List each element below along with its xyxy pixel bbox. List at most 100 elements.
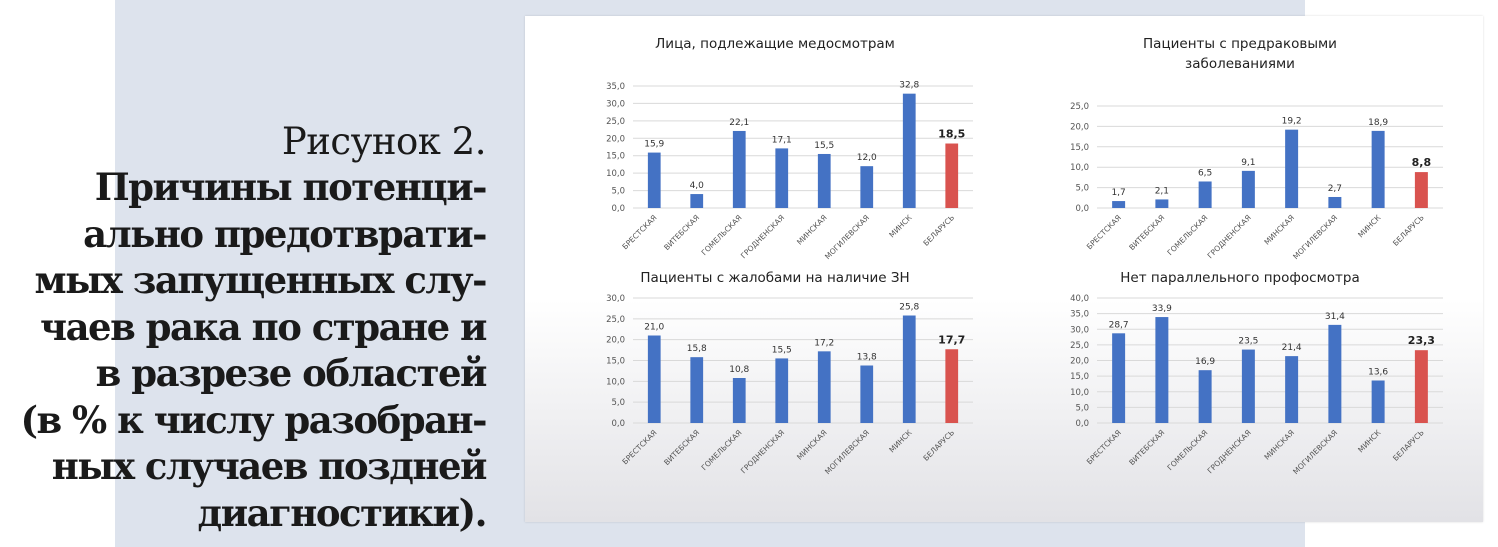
x-tick-label: МОГИЛЕВСКАЯ [823, 213, 871, 261]
x-tick-label: ВИТЕБСКАЯ [1127, 428, 1166, 467]
bar [1414, 172, 1428, 208]
chart-plot: 0,0 5,0 10,0 15,0 20,0 25,0 1,7 БРЕСТСКАЯ 2,1 ВИТ… [1070, 102, 1443, 261]
bar [860, 166, 874, 208]
caption-label: Рисунок 2. [281, 120, 487, 163]
data-label: 23,5 [1238, 337, 1258, 347]
caption-title-line: диагностики). [197, 490, 488, 535]
data-label: 13,8 [857, 353, 877, 363]
bar [817, 351, 831, 423]
data-label: 10,8 [729, 365, 749, 375]
data-label: 31,4 [1325, 312, 1345, 322]
chart-title: Лица, подлежащие медосмотрам [565, 34, 985, 54]
bar [945, 349, 959, 423]
y-tick-label: 35,0 [606, 82, 625, 92]
caption-title-line: (в % к числу разобран- [20, 397, 487, 442]
bar [1328, 324, 1342, 423]
bar [1155, 199, 1169, 208]
bar [1241, 170, 1255, 208]
y-tick-label: 0,0 [1075, 419, 1089, 429]
bar [1198, 181, 1212, 208]
y-tick-label: 5,0 [611, 187, 625, 197]
data-label: 33,9 [1152, 304, 1172, 314]
x-tick-label: ГОМЕЛЬСКАЯ [700, 428, 744, 472]
chart-plot: 0,0 5,0 10,0 15,0 20,0 25,0 30,0 21,0 БРЕСТСКАЯ 1… [606, 294, 973, 476]
bar [690, 194, 704, 208]
x-tick-label: МИНСКАЯ [795, 213, 829, 247]
data-label: 17,7 [938, 333, 965, 346]
data-label: 15,5 [814, 141, 834, 151]
y-tick-label: 30,0 [606, 99, 625, 109]
bar [647, 335, 661, 423]
data-label: 4,0 [690, 181, 705, 191]
data-label: 9,1 [1241, 158, 1255, 168]
x-tick-label: ГРОДНЕНСКАЯ [739, 213, 786, 260]
bar [902, 93, 916, 208]
y-tick-label: 20,0 [606, 134, 625, 144]
y-tick-label: 0,0 [611, 204, 625, 214]
chart-title: Нет параллельного профосмотра [1025, 268, 1455, 288]
caption-title-line: ных случаев поздней [51, 444, 488, 488]
bar [775, 148, 789, 208]
figure-caption: Рисунок 2. Причины потенци- ально предот… [10, 120, 488, 536]
x-tick-label: МИНСК [1356, 213, 1383, 240]
chart-title-line: заболеваниями [1185, 56, 1295, 72]
data-label: 25,8 [899, 303, 919, 313]
y-tick-label: 5,0 [1075, 184, 1089, 194]
x-tick-label: ГОМЕЛЬСКАЯ [1165, 213, 1209, 257]
x-tick-label: ГРОДНЕНСКАЯ [1206, 428, 1253, 475]
caption-title-line: мых запущенных слу- [34, 258, 488, 302]
chart-no-parallel-exam: Нет параллельного профосмотра 0,0 5,0 10,0… [1025, 268, 1455, 508]
y-tick-label: 5,0 [611, 398, 625, 408]
caption-title-line: в разрезе областей [95, 351, 488, 395]
y-tick-label: 10,0 [1070, 163, 1089, 173]
y-tick-label: 0,0 [611, 419, 625, 429]
x-tick-label: БЕЛАРУСЬ [921, 213, 956, 248]
x-tick-label: БРЕСТСКАЯ [620, 428, 658, 466]
caption-title-line: ально предотврати- [83, 211, 487, 256]
x-tick-label: ГРОДНЕНСКАЯ [1206, 213, 1253, 260]
y-tick-label: 10,0 [1070, 388, 1089, 398]
bar [1285, 129, 1299, 208]
data-label: 21,4 [1282, 343, 1302, 353]
data-label: 17,1 [772, 135, 792, 145]
x-tick-label: ГРОДНЕНСКАЯ [739, 428, 786, 475]
bar [690, 357, 704, 423]
bar [775, 358, 789, 423]
data-label: 1,7 [1111, 188, 1125, 198]
y-tick-label: 25,0 [606, 315, 625, 325]
data-label: 12,0 [857, 153, 877, 163]
y-tick-label: 15,0 [606, 357, 625, 367]
data-label: 28,7 [1109, 320, 1129, 330]
chart-title-line: Нет параллельного профосмотра [1120, 270, 1360, 286]
data-label: 15,9 [644, 140, 664, 150]
caption-title-line: Причины потенци- [94, 165, 488, 209]
y-tick-label: 15,0 [606, 152, 625, 162]
x-tick-label: БЕЛАРУСЬ [921, 428, 956, 463]
bar [817, 153, 831, 208]
bar [732, 378, 746, 423]
bar [1155, 317, 1169, 423]
bar [1241, 349, 1255, 423]
x-tick-label: МОГИЛЕВСКАЯ [1291, 213, 1339, 261]
bar [1112, 201, 1126, 208]
data-label: 23,3 [1408, 334, 1435, 347]
y-tick-label: 25,0 [1070, 341, 1089, 351]
caption-title: Причины потенци- ально предотврати- мых … [10, 164, 488, 536]
x-tick-label: БРЕСТСКАЯ [1085, 428, 1123, 466]
x-tick-label: БЕЛАРУСЬ [1391, 428, 1426, 463]
x-tick-label: БРЕСТСКАЯ [1085, 213, 1123, 251]
data-label: 21,0 [644, 323, 664, 333]
x-tick-label: БЕЛАРУСЬ [1391, 213, 1426, 248]
bar [902, 315, 916, 423]
bar [1112, 333, 1126, 423]
y-tick-label: 25,0 [606, 117, 625, 127]
y-tick-label: 0,0 [1075, 204, 1089, 214]
data-label: 6,5 [1198, 168, 1212, 178]
chart-title: Пациенты с жалобами на наличие ЗН [565, 268, 985, 288]
x-tick-label: МИНСК [1356, 428, 1383, 455]
charts-screenshot: Лица, подлежащие медосмотрам 0,0 5,0 10,0 1… [525, 16, 1483, 522]
chart-complaints: Пациенты с жалобами на наличие ЗН 0,0 5,0… [565, 268, 985, 508]
data-label: 32,8 [899, 81, 919, 91]
chart-title-line: Лица, подлежащие медосмотрам [655, 36, 895, 52]
chart-plot: 0,0 5,0 10,0 15,0 20,0 25,0 30,0 35,0 40,0 28,7 БР… [1070, 294, 1443, 476]
